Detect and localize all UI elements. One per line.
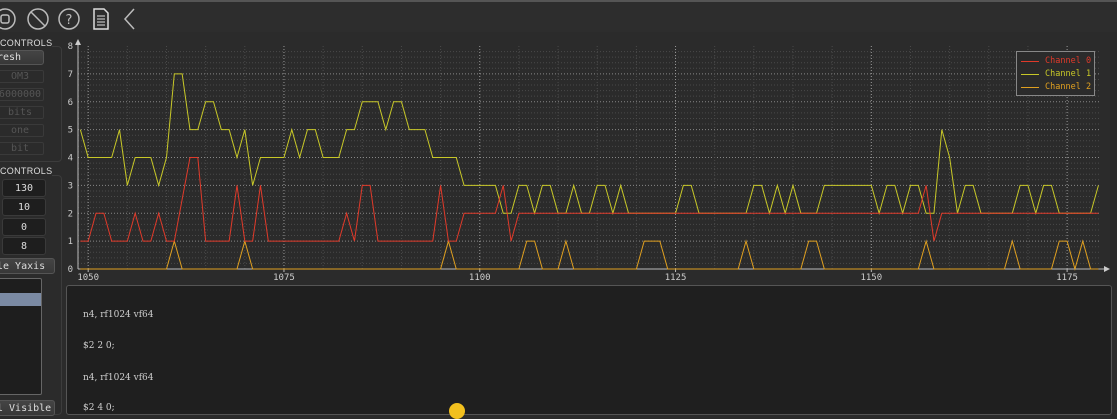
series-line-channel-0 [80,157,1099,242]
channel-list[interactable] [0,278,42,395]
console-line: $2 2 0; [83,341,115,351]
svg-text:?: ? [66,13,73,28]
y-tick-label: 3 [68,181,73,191]
x-tick-label: 1150 [860,273,882,283]
legend: Channel 0 Channel 1 Channel 2 [1016,51,1095,96]
plot-value-input[interactable]: 130 [2,179,46,197]
toolbar: ? [0,0,1117,32]
console-line: n4, rf1024 vf64 [83,373,154,383]
refresh-button[interactable]: resh [0,50,44,65]
y-tick-label: 6 [68,98,73,108]
legend-swatch [1021,86,1039,88]
console-output[interactable]: n4, rf1024 vf64 $2 2 0; n4, rf1024 vf64 … [66,285,1112,415]
clear-icon[interactable] [25,6,51,32]
scale-yaxis-button[interactable]: le Yaxis [0,258,55,274]
baud-select[interactable]: 6000000 [0,88,44,101]
line-chart[interactable]: 0 1 2 3 4 5 6 7 8 1050 1075 1100 1125 1150 1175 [62,36,1110,284]
y-tick-label: 2 [68,209,73,219]
plot-value-input[interactable]: 8 [2,237,46,255]
y-tick-label: 1 [68,237,73,247]
x-axis-arrow [1104,266,1110,272]
y-tick-label: 5 [68,126,73,136]
legend-item: Channel 0 [1021,56,1091,66]
legend-label: Channel 1 [1045,69,1092,79]
plot-value-input[interactable]: 0 [2,218,46,236]
y-axis-arrow [75,39,81,45]
plot-controls-title: CONTROLS [0,166,53,176]
help-icon[interactable]: ? [56,6,82,32]
plot-value-input[interactable]: 10 [2,198,46,216]
x-tick-label: 1175 [1056,273,1078,283]
legend-label: Channel 0 [1045,56,1092,66]
back-chevron-icon[interactable] [116,6,142,32]
console-line: $2 4 0; [83,403,115,413]
series-line-channel-2 [80,239,1099,271]
document-icon[interactable] [88,6,114,32]
cursor-indicator-icon [449,403,465,419]
legend-swatch [1021,60,1039,62]
y-tick-label: 4 [68,154,73,164]
x-tick-label: 1050 [77,273,99,283]
console-line: n4, rf1024 vf64 [83,310,154,320]
y-tick-label: 0 [68,265,73,275]
x-tick-label: 1125 [665,273,687,283]
parity-select[interactable]: bit [0,142,44,155]
port-select[interactable]: OM3 [0,70,44,83]
channel-list-selected-item[interactable] [0,293,41,306]
x-tick-label: 1075 [273,273,295,283]
chart-panel: 0 1 2 3 4 5 6 7 8 1050 1075 1100 1125 1150 1175 Channe… [62,36,1110,284]
legend-label: Channel 2 [1045,82,1092,92]
x-tick-label: 1100 [469,273,491,283]
data-bits-select[interactable]: bits [0,106,44,119]
stop-icon[interactable] [0,6,18,32]
series-line-channel-1 [79,73,1099,216]
stop-bits-select[interactable]: one [0,124,44,137]
y-tick-label: 7 [68,70,73,80]
legend-swatch [1021,73,1039,75]
legend-item: Channel 2 [1021,82,1091,92]
y-tick-label: 8 [68,42,73,52]
all-visible-button[interactable]: l Visible [0,400,55,416]
legend-item: Channel 1 [1021,69,1091,79]
serial-controls-title: CONTROLS [0,38,53,48]
